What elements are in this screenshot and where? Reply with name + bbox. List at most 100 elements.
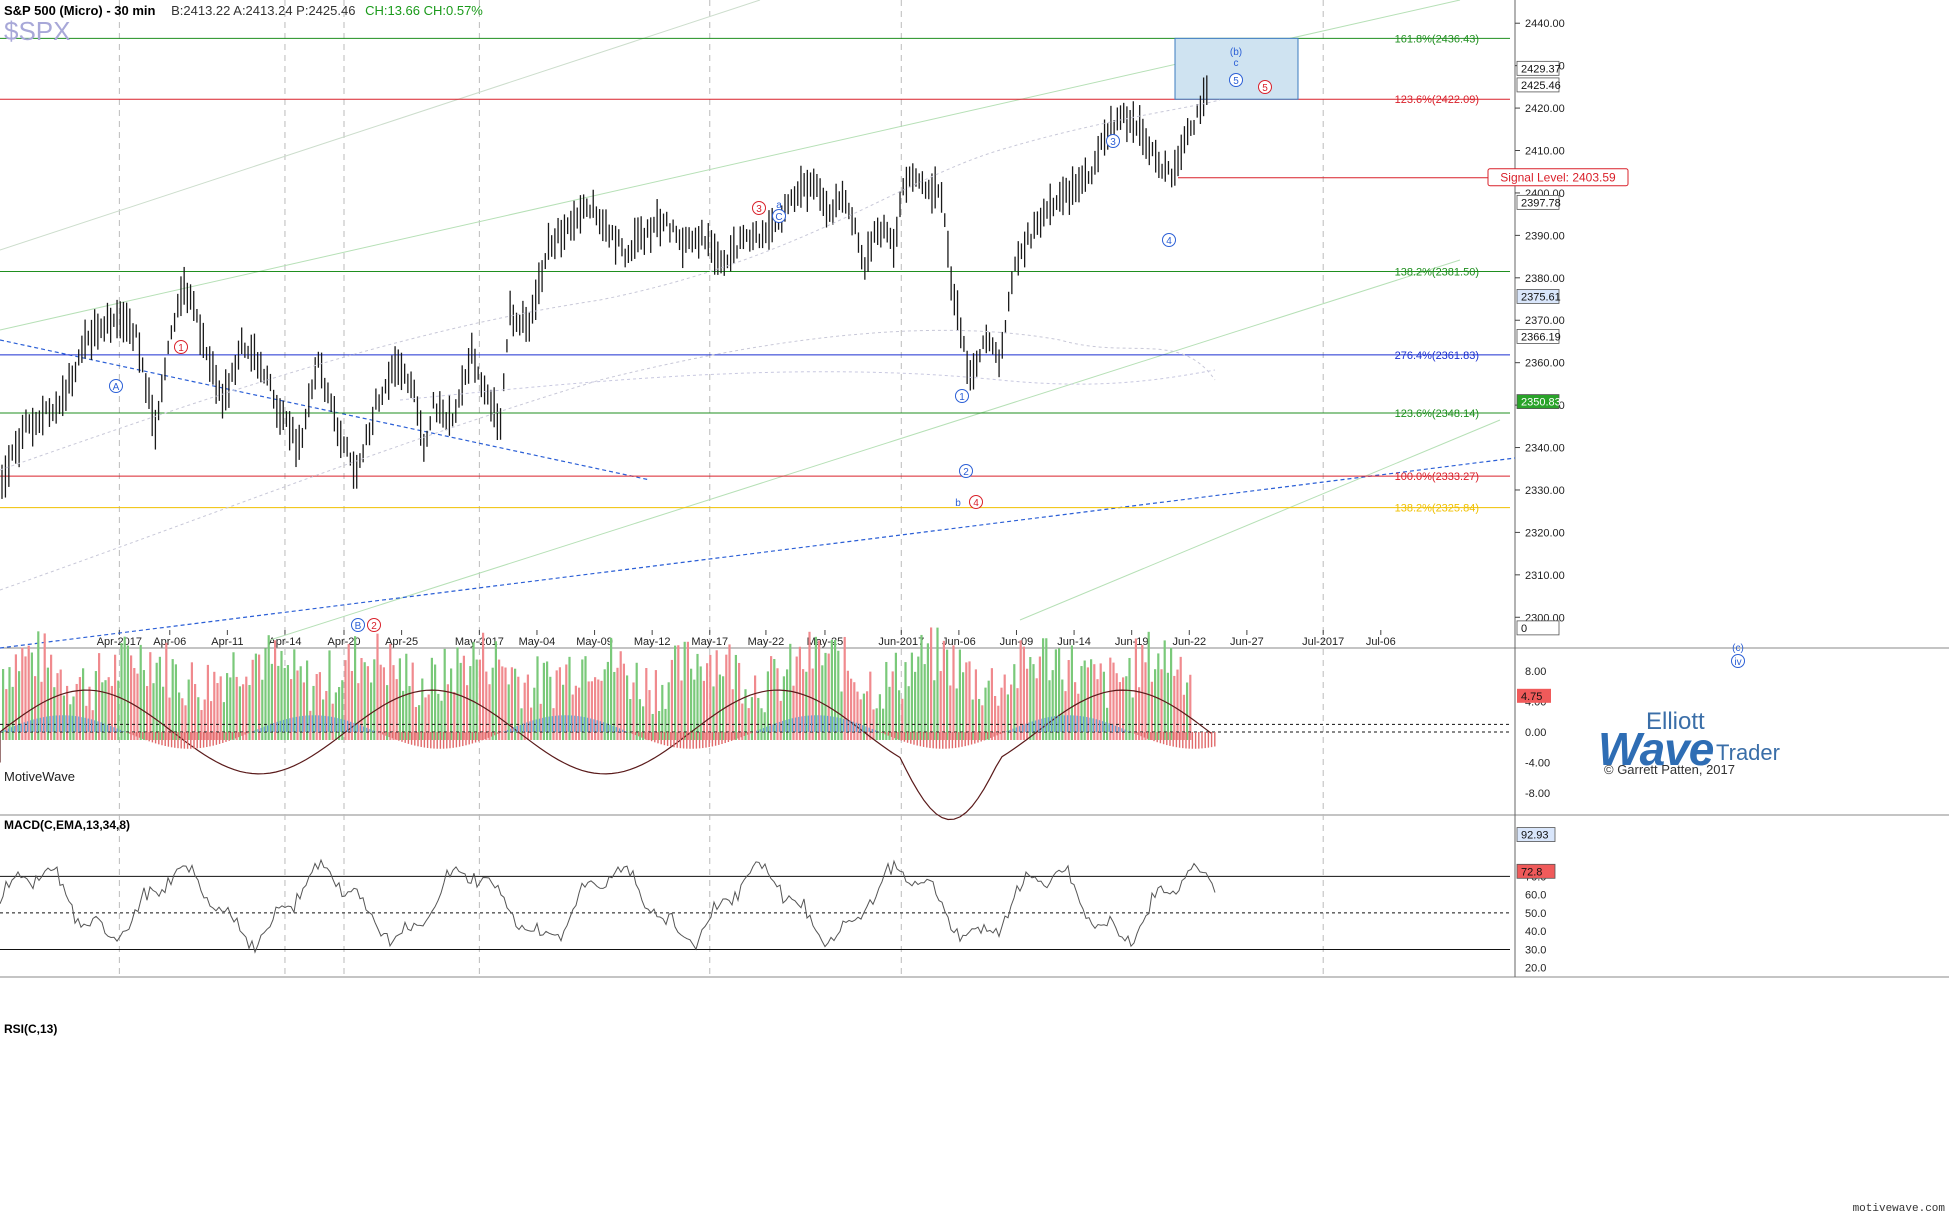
envelope-curve bbox=[0, 99, 1221, 471]
wave-label: a bbox=[776, 200, 782, 211]
x-tick-label: May-25 bbox=[807, 636, 844, 648]
wave-circle bbox=[109, 379, 123, 393]
channel-line bbox=[1019, 419, 1501, 621]
level-label: 138.2%(2381.50) bbox=[1395, 266, 1479, 278]
level-label: 100.0%(2333.27) bbox=[1395, 471, 1479, 483]
wave-label: 4 bbox=[973, 498, 979, 509]
fib-levels: 161.8%(2436.43) 123.6%(2422.09) 138.2%(238… bbox=[0, 33, 1510, 515]
price-tag-box bbox=[1516, 60, 1560, 76]
wave-circle bbox=[772, 209, 786, 223]
wave-label: 5 bbox=[1262, 83, 1268, 94]
x-tick-label: May-12 bbox=[634, 636, 671, 648]
channel-line bbox=[269, 259, 1461, 641]
x-tick-label: May-09 bbox=[576, 636, 613, 648]
rsi-y-tick-label: 20.0 bbox=[1525, 963, 1546, 975]
x-tick-label: Jun-22 bbox=[1172, 636, 1206, 648]
price-bars bbox=[1, 75, 1208, 499]
wave-label: 1 bbox=[959, 392, 965, 403]
price-tag-label: 2366.19 bbox=[1521, 331, 1561, 343]
y-tick-label: 2360.00 bbox=[1525, 358, 1565, 370]
wave-label: 1 bbox=[178, 343, 184, 354]
x-tick-label: Apr-14 bbox=[268, 636, 301, 648]
price-tag-box bbox=[1516, 329, 1560, 344]
logo-line3: Trader bbox=[1716, 740, 1780, 765]
macd-line bbox=[0, 689, 1213, 821]
wave-label: iv bbox=[1734, 657, 1741, 668]
y-tick-label: 2380.00 bbox=[1525, 273, 1565, 285]
y-tick-label: 2390.00 bbox=[1525, 230, 1565, 242]
x-tick-label: May-22 bbox=[748, 636, 785, 648]
macd-current-tag bbox=[1517, 688, 1551, 703]
rsi-tag-box bbox=[1516, 863, 1556, 879]
macd-y-tick-label: -4.00 bbox=[1525, 757, 1550, 769]
wave-circle bbox=[1731, 654, 1745, 668]
macd-title: MACD(C,EMA,13,34,8) bbox=[4, 818, 131, 832]
price-tag-box bbox=[1516, 289, 1560, 304]
x-tick-label: Jun-06 bbox=[942, 636, 976, 648]
macd-y-tick-label: -8.00 bbox=[1525, 788, 1550, 800]
x-tick-label: Jun-09 bbox=[1000, 636, 1034, 648]
chart-header: S&P 500 (Micro) - 30 min B:2413.22 A:241… bbox=[4, 3, 483, 18]
level-label: 123.6%(2348.14) bbox=[1395, 408, 1479, 420]
x-tick-label: Apr-11 bbox=[211, 636, 243, 648]
macd-y-tick-label: 8.00 bbox=[1525, 666, 1546, 678]
rsi-tag-box bbox=[1516, 827, 1556, 842]
logo-copyright: © Garrett Patten, 2017 bbox=[1604, 762, 1735, 777]
wave-circle bbox=[351, 618, 365, 632]
wave-label: 5 bbox=[1233, 76, 1239, 87]
wave-circle bbox=[367, 618, 381, 632]
price-tag-label: 2350.83 bbox=[1521, 397, 1561, 409]
logo-line1: Elliott bbox=[1646, 708, 1705, 735]
change-readout: CH:13.66 CH:0.57% bbox=[365, 3, 483, 18]
x-tick-label: May-17 bbox=[691, 636, 728, 648]
channel-line bbox=[0, 0, 761, 251]
wave-label: 2 bbox=[963, 467, 969, 478]
signal-label: Signal Level: 2403.59 bbox=[1500, 171, 1616, 185]
price-tag-label: 2425.46 bbox=[1521, 80, 1561, 92]
y-tick-label: 2320.00 bbox=[1525, 527, 1565, 539]
y-tick-label: 2370.00 bbox=[1525, 315, 1565, 327]
wave-label: c bbox=[1234, 58, 1239, 69]
x-tick-label: Jul-06 bbox=[1366, 636, 1396, 648]
macd-y-tick-label: 0.00 bbox=[1525, 727, 1546, 739]
wave-circle bbox=[1229, 73, 1243, 87]
x-tick-label: Jun-27 bbox=[1230, 636, 1264, 648]
x-tick-label: Apr-06 bbox=[153, 636, 186, 648]
wave-label: 2 bbox=[371, 621, 377, 632]
logo-line2: Wave bbox=[1598, 723, 1714, 775]
level-label: 161.8%(2436.43) bbox=[1395, 33, 1479, 45]
wave-label: b bbox=[955, 498, 961, 509]
wave-label: 3 bbox=[1110, 137, 1116, 148]
x-tick-label: Jun-2017 bbox=[878, 636, 924, 648]
wave-circle bbox=[1162, 233, 1176, 247]
macd-current-label: 4.75 bbox=[1521, 691, 1542, 703]
volume-bars bbox=[2, 627, 1192, 740]
target-box bbox=[1174, 37, 1299, 100]
wave-label: 3 bbox=[756, 204, 762, 215]
rsi-title: RSI(C,13) bbox=[4, 1022, 58, 1036]
elliott-wave-trader-logo: Elliott Wave Trader © Garrett Patten, 20… bbox=[1598, 704, 1788, 784]
macd-pane: -8.00-4.000.004.008.004.75 bbox=[0, 666, 1551, 821]
price-tag-box bbox=[1516, 394, 1560, 409]
rsi-y-tick-label: 30.0 bbox=[1525, 944, 1546, 956]
y-tick-label: 2330.00 bbox=[1525, 485, 1565, 497]
y-tick-label: 2310.00 bbox=[1525, 570, 1565, 582]
wave-circle bbox=[969, 495, 983, 509]
wave-circle bbox=[955, 389, 969, 403]
price-tag-label: 0 bbox=[1521, 623, 1527, 635]
rsi-line bbox=[0, 858, 1216, 954]
quote-readout: B:2413.22 A:2413.24 P:2425.46 bbox=[171, 3, 356, 18]
wave-label: (b) bbox=[1230, 47, 1242, 58]
x-tick-label: May-2017 bbox=[455, 636, 504, 648]
envelope-curve bbox=[399, 369, 1216, 401]
level-label: 123.6%(2422.09) bbox=[1395, 94, 1479, 106]
price-tag-label: 2429.37 bbox=[1521, 63, 1561, 75]
price-tag-box bbox=[1516, 77, 1560, 93]
x-tick-label: Jun-19 bbox=[1115, 636, 1149, 648]
trendline-lower bbox=[0, 457, 1516, 649]
price-tag-box bbox=[1516, 620, 1560, 636]
x-tick-label: Jun-14 bbox=[1057, 636, 1091, 648]
level-label: 276.4%(2361.83) bbox=[1395, 350, 1479, 362]
wave-circle bbox=[1106, 134, 1120, 148]
